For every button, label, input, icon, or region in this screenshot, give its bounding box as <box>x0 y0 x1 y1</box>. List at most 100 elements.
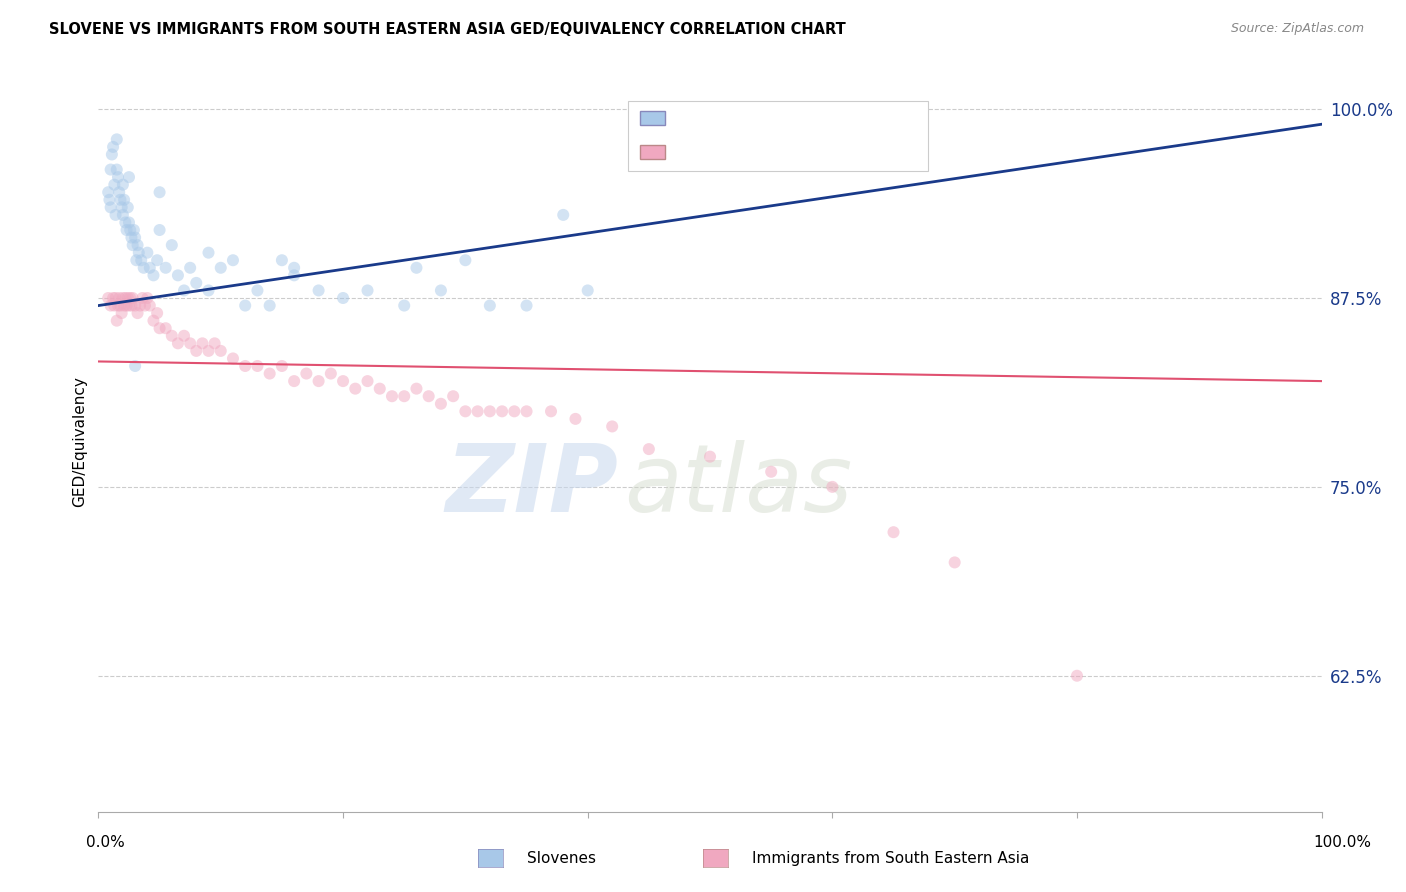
Point <box>100 299 122 313</box>
Point <box>1066 669 1088 683</box>
Point <box>111 306 134 320</box>
Point <box>112 299 135 313</box>
Point <box>149 321 172 335</box>
Point <box>132 260 155 275</box>
Point <box>160 238 183 252</box>
Point <box>155 321 177 335</box>
Point <box>97 186 120 200</box>
Point <box>111 200 134 214</box>
Point <box>155 260 177 275</box>
Point <box>142 268 165 283</box>
Point <box>270 359 294 373</box>
Point <box>197 245 219 260</box>
Text: 0.0%: 0.0% <box>86 836 125 850</box>
Point <box>142 313 165 327</box>
Point <box>179 260 201 275</box>
Point <box>356 284 378 298</box>
Point <box>114 215 136 229</box>
Point <box>308 374 330 388</box>
Point <box>139 260 162 275</box>
Point <box>105 132 128 146</box>
Point <box>209 260 232 275</box>
Point <box>491 404 513 418</box>
Point <box>186 276 208 290</box>
Point <box>107 170 129 185</box>
Point <box>110 299 132 313</box>
Point <box>117 200 139 214</box>
Point <box>430 284 453 298</box>
Point <box>233 299 256 313</box>
Point <box>103 299 125 313</box>
Point <box>179 336 201 351</box>
Point <box>564 412 586 426</box>
Point <box>381 389 404 403</box>
Point <box>105 313 128 327</box>
Text: R = -0.010   N = 74: R = -0.010 N = 74 <box>678 143 863 161</box>
Text: ZIP: ZIP <box>446 440 619 532</box>
Point <box>418 389 440 403</box>
Point <box>600 419 623 434</box>
Point <box>115 223 138 237</box>
Point <box>197 343 219 358</box>
Point <box>129 253 152 268</box>
Point <box>204 336 226 351</box>
Point <box>478 404 501 418</box>
Point <box>392 389 416 403</box>
Text: 100.0%: 100.0% <box>1313 836 1372 850</box>
Point <box>115 299 138 313</box>
Point <box>124 230 146 244</box>
Point <box>478 299 501 313</box>
Point <box>118 299 141 313</box>
Text: SLOVENE VS IMMIGRANTS FROM SOUTH EASTERN ASIA GED/EQUIVALENCY CORRELATION CHART: SLOVENE VS IMMIGRANTS FROM SOUTH EASTERN… <box>49 22 846 37</box>
Point <box>104 291 127 305</box>
Point <box>160 328 183 343</box>
Point <box>173 284 195 298</box>
Point <box>332 374 354 388</box>
Point <box>128 245 150 260</box>
Point <box>356 374 378 388</box>
Point <box>637 442 661 456</box>
Point <box>101 291 124 305</box>
Point <box>112 193 135 207</box>
Point <box>454 404 477 418</box>
Point <box>149 186 172 200</box>
Point <box>699 450 721 464</box>
Point <box>197 284 219 298</box>
Point <box>125 253 148 268</box>
Point <box>111 208 134 222</box>
Point <box>139 299 162 313</box>
Point <box>295 367 318 381</box>
Point <box>319 367 342 381</box>
FancyBboxPatch shape <box>628 101 928 171</box>
Point <box>332 291 354 305</box>
Point <box>100 200 122 214</box>
Point <box>467 404 489 418</box>
Point <box>100 162 122 177</box>
Point <box>134 299 156 313</box>
Point <box>127 238 149 252</box>
Point <box>222 253 245 268</box>
Point <box>368 382 391 396</box>
Point <box>233 359 256 373</box>
Point <box>103 178 125 192</box>
Point <box>120 291 142 305</box>
Point <box>136 291 159 305</box>
Point <box>761 465 783 479</box>
Point <box>515 404 537 418</box>
Point <box>222 351 245 366</box>
Point <box>131 291 153 305</box>
Point <box>101 140 124 154</box>
Point <box>111 291 134 305</box>
Text: Source: ZipAtlas.com: Source: ZipAtlas.com <box>1230 22 1364 36</box>
Point <box>344 382 367 396</box>
Point <box>117 291 139 305</box>
Point <box>186 343 208 358</box>
Point <box>127 306 149 320</box>
Point <box>405 260 427 275</box>
Point <box>191 336 214 351</box>
Point <box>120 230 142 244</box>
Point <box>111 178 134 192</box>
Point <box>430 397 453 411</box>
Point <box>146 306 169 320</box>
Point <box>441 389 464 403</box>
